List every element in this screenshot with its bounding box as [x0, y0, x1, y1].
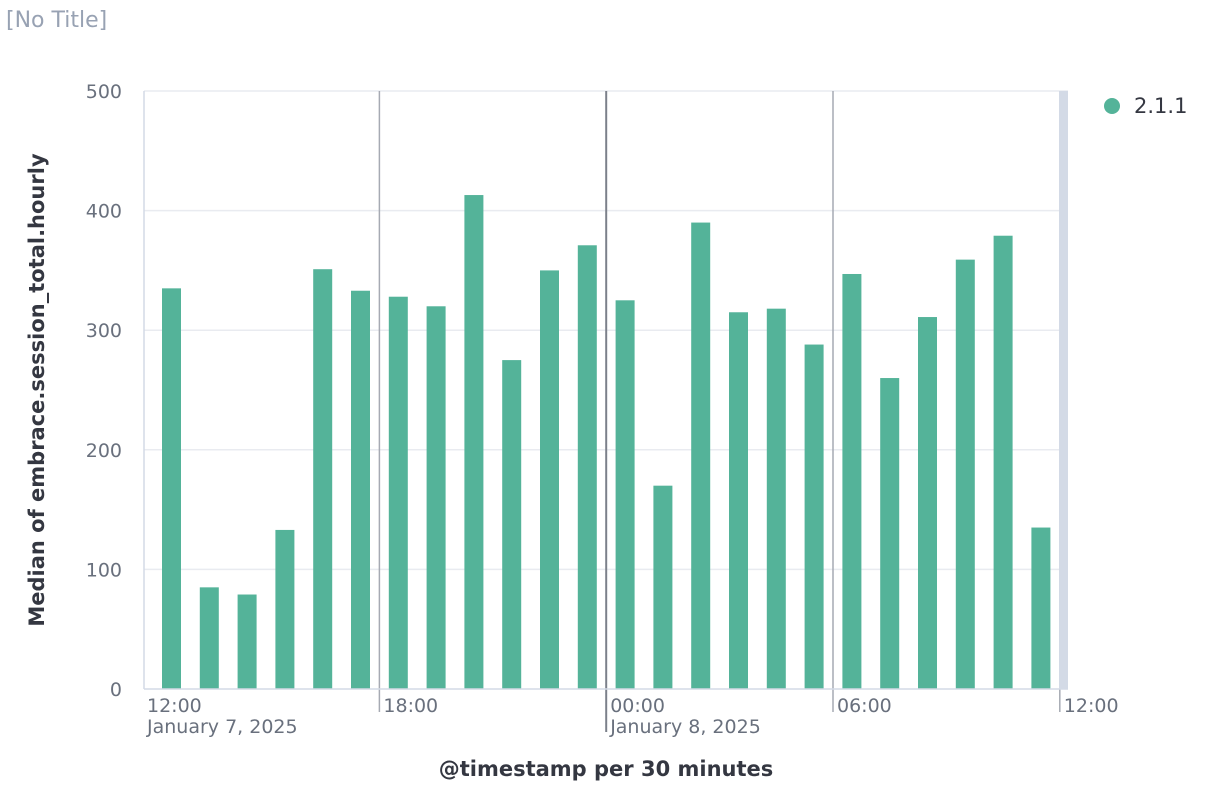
bar — [426, 306, 446, 689]
bar — [388, 296, 408, 689]
panel-title: [No Title] — [6, 8, 108, 33]
bar — [993, 235, 1013, 689]
y-tick-label: 400 — [86, 201, 122, 223]
y-axis-title: Median of embrace.session_total.hourly — [25, 153, 49, 627]
x-tick-label: 12:00 — [1064, 695, 1119, 717]
x-axis-title: @timestamp per 30 minutes — [439, 757, 774, 781]
bar — [1031, 527, 1051, 689]
bar — [162, 288, 181, 689]
legend-swatch — [1104, 98, 1120, 114]
bar — [464, 195, 484, 689]
bar — [729, 312, 748, 689]
bar — [313, 269, 333, 689]
y-tick-label: 300 — [86, 320, 122, 342]
x-tick-label: 12:00 — [147, 695, 202, 717]
x-tick-label: 00:00 — [610, 695, 665, 717]
plot-right-edge — [1059, 91, 1068, 689]
legend[interactable]: 2.1.1 — [1104, 94, 1187, 118]
bar — [955, 259, 975, 689]
bar — [880, 378, 900, 689]
bar — [804, 344, 824, 689]
legend-series-label: 2.1.1 — [1134, 94, 1188, 118]
y-tick-label: 100 — [86, 559, 122, 581]
bar — [691, 222, 711, 689]
y-tick-label: 500 — [86, 81, 122, 103]
bar — [502, 360, 522, 689]
bar — [199, 587, 219, 689]
bar — [766, 308, 786, 689]
y-tick-label: 0 — [110, 679, 122, 701]
bar — [237, 594, 257, 689]
x-date-label: January 8, 2025 — [609, 716, 761, 738]
bar — [918, 317, 937, 689]
bar — [275, 529, 295, 689]
bars — [162, 195, 1051, 689]
bar — [842, 273, 862, 689]
bar — [615, 300, 635, 689]
bar — [653, 485, 673, 689]
x-date-label: January 7, 2025 — [146, 716, 298, 738]
bar — [577, 245, 597, 689]
bar — [351, 290, 370, 689]
bar — [540, 270, 559, 689]
y-tick-label: 200 — [86, 440, 122, 462]
x-tick-label: 18:00 — [383, 695, 438, 717]
x-tick-label: 06:00 — [837, 695, 892, 717]
